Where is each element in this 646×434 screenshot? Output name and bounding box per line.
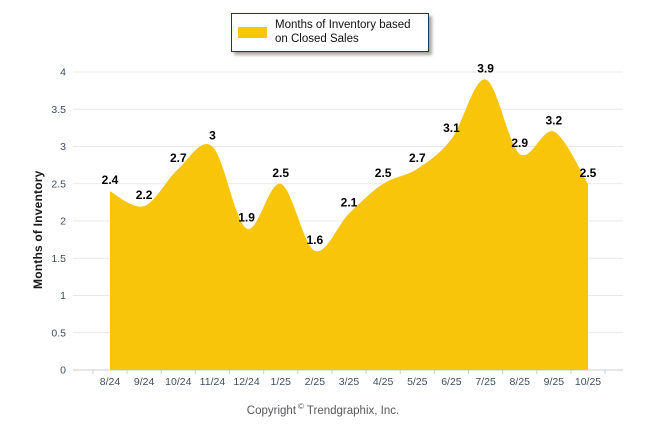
x-tick-label: 7/25: [475, 376, 496, 388]
legend: Months of Inventory based on Closed Sale…: [231, 13, 429, 52]
data-label: 1.6: [307, 233, 324, 247]
y-tick-label: 0.5: [51, 327, 66, 339]
x-tick-label: 5/25: [407, 376, 428, 388]
data-label: 3.2: [546, 114, 563, 128]
y-tick-label: 3: [60, 141, 66, 153]
data-label: 3: [209, 129, 216, 143]
x-tick-label: 11/24: [200, 376, 226, 388]
x-tick-label: 4/25: [373, 376, 394, 388]
y-tick-label: 1.5: [51, 253, 66, 265]
data-label: 3.9: [477, 61, 494, 75]
data-label: 2.5: [580, 166, 597, 180]
legend-label: Months of Inventory based on Closed Sale…: [275, 19, 411, 46]
x-tick-label: 9/24: [134, 376, 155, 388]
data-label: 2.1: [341, 196, 358, 210]
x-tick-label: 6/25: [441, 376, 462, 388]
x-tick-label: 10/25: [575, 376, 601, 388]
data-label: 2.4: [102, 173, 119, 187]
copyright-text: Copyright © Trendgraphix, Inc.: [0, 402, 646, 417]
x-tick-label: 12/24: [233, 376, 259, 388]
copyright-prefix: Copyright: [246, 404, 297, 417]
data-label: 1.9: [238, 210, 255, 224]
y-tick-label: 4: [60, 67, 66, 79]
x-tick-label: 8/25: [509, 376, 530, 388]
data-label: 2.7: [170, 151, 187, 165]
x-tick-label: 10/24: [165, 376, 191, 388]
y-tick-label: 3.5: [51, 104, 66, 116]
x-tick-label: 1/25: [270, 376, 291, 388]
data-label: 2.7: [409, 151, 426, 165]
data-label: 2.9: [511, 136, 528, 150]
y-tick-label: 1: [60, 290, 66, 302]
x-tick-label: 8/24: [100, 376, 121, 388]
x-tick-label: 3/25: [339, 376, 360, 388]
data-label: 2.5: [375, 166, 392, 180]
y-tick-label: 2: [60, 216, 66, 228]
copyright-suffix: Trendgraphix, Inc.: [306, 404, 400, 417]
data-label: 2.5: [272, 166, 289, 180]
x-tick-label: 9/25: [544, 376, 565, 388]
inventory-area-series: [110, 79, 588, 370]
legend-swatch-icon: [238, 26, 267, 38]
data-label: 3.1: [443, 121, 460, 135]
y-tick-label: 2.5: [51, 178, 66, 190]
data-label: 2.2: [136, 188, 153, 202]
x-tick-label: 2/25: [305, 376, 326, 388]
copyright-symbol-icon: ©: [298, 402, 304, 411]
y-tick-label: 0: [60, 365, 66, 377]
